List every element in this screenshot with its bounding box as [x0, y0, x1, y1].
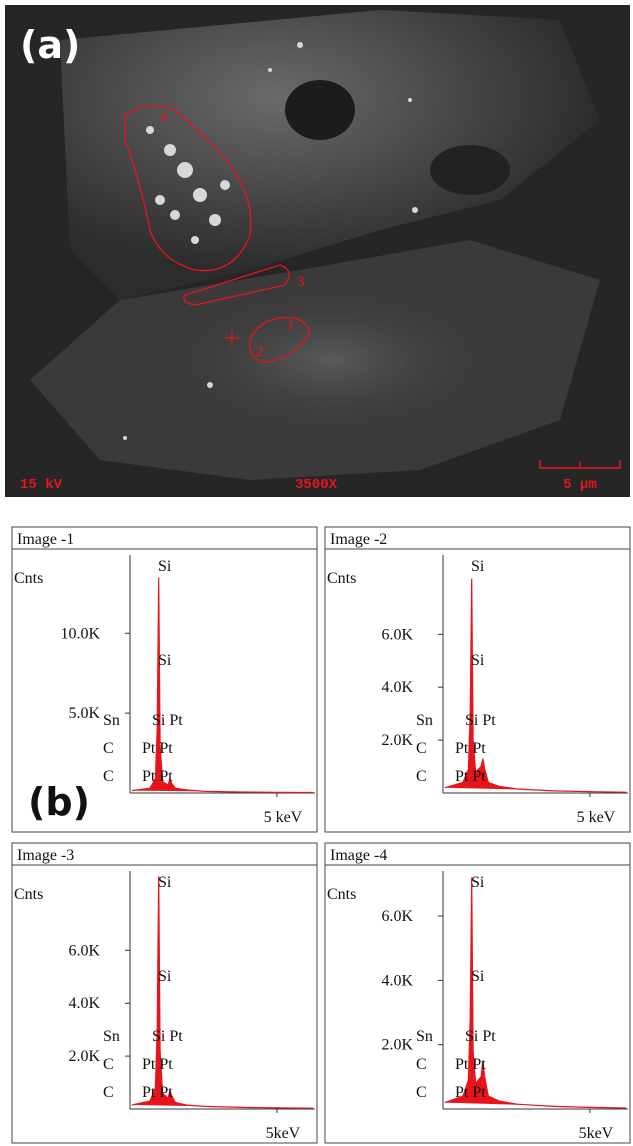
y-axis-label: Cnts [327, 886, 356, 903]
peak-label: C [416, 740, 427, 757]
peak-label: Pt Pt [455, 1084, 486, 1101]
peak-label: Pt Pt [455, 1056, 486, 1073]
region-label: 1 [287, 318, 295, 334]
x-tick-label: 5keV [266, 1125, 301, 1142]
y-tick-label: 2.0K [381, 732, 413, 749]
magnification: 3500X [295, 477, 338, 493]
voltage: 15 kV [20, 477, 63, 493]
panel-title: Image -3 [17, 847, 74, 864]
panel-label: (a) [20, 23, 80, 67]
peak-label: Pt Pt [142, 1084, 173, 1101]
x-tick-label: 5keV [579, 1125, 614, 1142]
peak-label: C [416, 1084, 427, 1101]
y-tick-label: 6.0K [68, 942, 100, 959]
peak-label: Pt Pt [455, 740, 486, 757]
y-tick-label: 5.0K [68, 705, 100, 722]
y-tick-label: 2.0K [381, 1037, 413, 1054]
peak-label: Pt Pt [142, 740, 173, 757]
peak-label: C [103, 740, 114, 757]
peak-label: C [103, 1084, 114, 1101]
peak-label: Pt Pt [455, 768, 486, 785]
y-tick-label: 2.0K [68, 1048, 100, 1065]
peak-label: Sn [103, 1028, 120, 1045]
y-tick-label: 6.0K [381, 908, 413, 925]
y-axis-label: Cnts [14, 886, 43, 903]
panel-title: Image -1 [17, 531, 74, 548]
peak-label: C [103, 768, 114, 785]
region-label: 3 [297, 274, 305, 290]
peak-label: Si [471, 968, 485, 985]
peak-label: Si [471, 874, 485, 891]
peak-label: C [416, 1056, 427, 1073]
peak-label: Si [158, 652, 172, 669]
peak-label: Si [158, 558, 172, 575]
peak-label: Si [158, 968, 172, 985]
scale-bar-label: 5 µm [563, 477, 597, 493]
peak-label: Si [471, 652, 485, 669]
sem-highlight [130, 270, 530, 450]
y-tick-label: 6.0K [381, 626, 413, 643]
y-tick-label: 4.0K [381, 972, 413, 989]
y-tick-label: 4.0K [68, 995, 100, 1012]
y-axis-label: Cnts [327, 570, 356, 587]
peak-label: Si Pt [465, 1028, 496, 1045]
peak-label: Sn [416, 1028, 433, 1045]
peak-label: Si [158, 874, 172, 891]
region-label: 4 [160, 110, 168, 126]
figure: (a) 15 kV 3500X 5 µm 1 2 3 4 Image -1 Cnts 5.0… [0, 0, 633, 1146]
panel-title: Image -2 [330, 531, 387, 548]
peak-label: Sn [416, 712, 433, 729]
y-tick-label: 4.0K [381, 679, 413, 696]
panel-label: (b) [28, 780, 90, 824]
y-tick-label: 10.0K [60, 625, 100, 642]
peak-label: Si [471, 558, 485, 575]
x-tick-label: 5 keV [264, 809, 303, 826]
panel-title: Image -4 [330, 847, 387, 864]
y-axis-label: Cnts [14, 570, 43, 587]
region-label: 2 [256, 344, 264, 360]
peak-label: Si Pt [152, 1028, 183, 1045]
peak-label: C [103, 1056, 114, 1073]
sem-pore [285, 80, 355, 140]
peak-label: Si Pt [152, 712, 183, 729]
peak-label: Pt Pt [142, 768, 173, 785]
peak-label: Pt Pt [142, 1056, 173, 1073]
sem-pore [430, 145, 510, 195]
sem-image: (a) 15 kV 3500X 5 µm [5, 5, 630, 497]
peak-label: Si Pt [465, 712, 496, 729]
peak-label: Sn [103, 712, 120, 729]
peak-label: C [416, 768, 427, 785]
x-tick-label: 5 keV [577, 809, 616, 826]
